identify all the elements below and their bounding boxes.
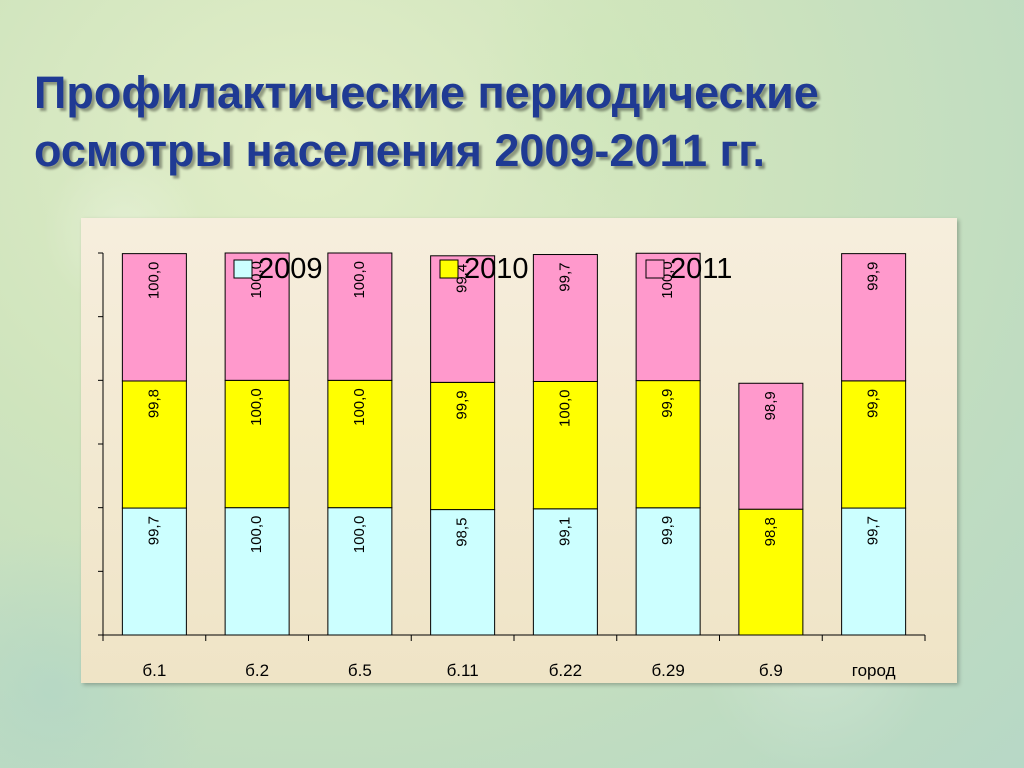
category-label: б.22 [549,661,582,680]
category-label: город [852,661,896,680]
bar-segment-2011 [841,253,907,382]
category-label: б.5 [348,661,372,680]
category-label: б.2 [245,661,269,680]
data-label: 99,9 [659,516,676,545]
data-label: 99,9 [454,390,471,419]
bar-segment-2009 [327,507,393,636]
bar-segment-2010 [121,380,187,509]
stacked-bar-chart: 99,7 99,8 100,0 б.1 100,0 100,0 100,0 б.2 100,0 1… [98,252,926,680]
data-label: 98,8 [762,517,779,546]
category-label: б.1 [142,661,166,680]
chart-panel: 99,7 99,8 100,0 б.1 100,0 100,0 100,0 б.2 100,0 1… [81,218,957,683]
legend-label: 2009 [258,253,323,285]
data-label: 100,0 [351,388,368,426]
data-label: 98,9 [762,391,779,420]
category-label: б.29 [651,661,684,680]
bar-segment-2011 [738,382,804,510]
bar-segment-2010 [532,380,598,510]
category-label: б.9 [759,661,783,680]
bar-segment-2009 [430,509,496,636]
bar-segment-2010 [327,379,393,509]
bar-segment-2010 [841,380,907,509]
bar-segment-2009 [841,507,907,636]
bar-segment-2011 [327,252,393,381]
data-label: 99,9 [659,389,676,418]
bar-segment-2010 [635,380,701,509]
legend-swatch-2011 [645,259,665,279]
slide-title: Профилактические периодические осмотры н… [34,67,819,176]
bar-segment-2010 [430,381,496,511]
legend-label: 2010 [464,253,529,285]
bar-segment-2009 [121,507,187,636]
legend-swatch-2010 [439,259,459,279]
data-label: 99,7 [556,263,573,292]
data-label: 100,0 [248,516,265,554]
data-label: 99,1 [556,517,573,546]
bar-segment-2010 [224,379,290,509]
bar-segment-2011 [430,255,496,383]
data-label: 100,0 [351,261,368,299]
bar-segment-2009 [635,507,701,636]
data-label: 100,0 [145,262,162,300]
bar-segment-2011 [121,253,187,382]
bar-segment-2010 [738,508,804,636]
legend-swatch-2009 [233,259,253,279]
data-label: 100,0 [351,516,368,554]
data-label: 99,7 [145,516,162,545]
bar-segment-2011 [532,254,598,382]
data-label: 98,5 [454,518,471,547]
data-label: 99,8 [145,389,162,418]
data-label: 100,0 [556,389,573,427]
data-label: 99,7 [865,516,882,545]
legend-label: 2011 [670,253,732,285]
bar-segment-2009 [532,508,598,636]
data-label: 99,9 [865,262,882,291]
data-label: 99,9 [865,389,882,418]
data-label: 100,0 [248,388,265,426]
category-label: б.11 [447,661,479,680]
